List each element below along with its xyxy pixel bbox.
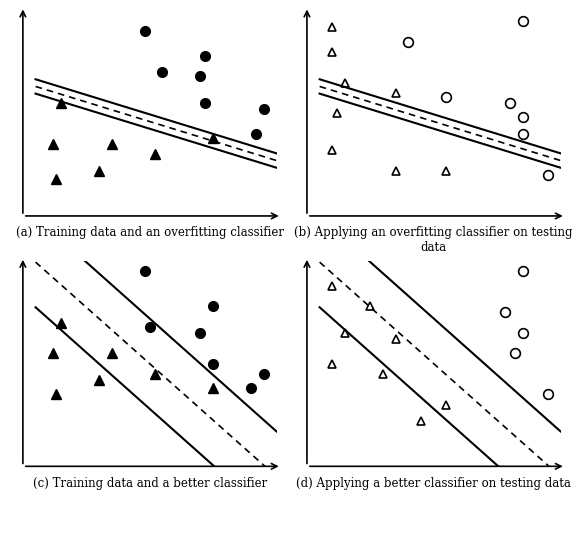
Text: (c) Training data and a better classifier: (c) Training data and a better classifie… xyxy=(33,477,267,489)
Text: (d) Applying a better classifier on testing data: (d) Applying a better classifier on test… xyxy=(296,477,571,489)
Text: (b) Applying an overfitting classifier on testing
data: (b) Applying an overfitting classifier o… xyxy=(295,226,572,254)
Text: (a) Training data and an overfitting classifier: (a) Training data and an overfitting cla… xyxy=(15,226,284,239)
